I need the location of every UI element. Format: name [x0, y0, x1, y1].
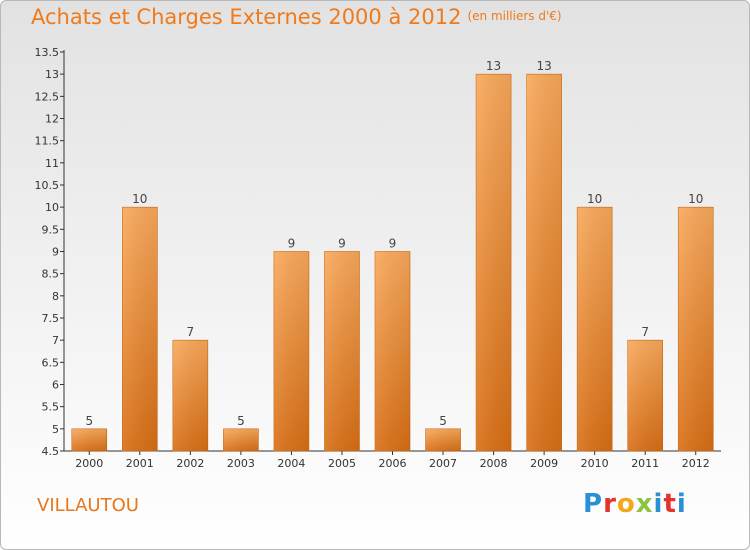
y-tick-label: 12	[45, 113, 59, 126]
data-label: 13	[486, 59, 501, 73]
y-tick-label: 5	[52, 423, 59, 436]
x-tick-label: 2002	[176, 457, 204, 470]
y-tick-label: 9	[52, 246, 59, 259]
y-tick-label: 7	[52, 334, 59, 347]
y-tick-label: 8.5	[42, 268, 60, 281]
x-tick-label: 2012	[682, 457, 710, 470]
x-tick-label: 2003	[227, 457, 255, 470]
bar-shine-2000	[71, 428, 107, 451]
bar-shine-2008	[476, 74, 512, 452]
data-label: 9	[389, 237, 397, 251]
x-tick-label: 2009	[530, 457, 558, 470]
y-tick-label: 4.5	[42, 445, 60, 458]
y-tick-label: 9.5	[42, 223, 60, 236]
y-tick-label: 12.5	[35, 90, 60, 103]
chart-title: Achats et Charges Externes 2000 à 2012 (e…	[31, 5, 562, 29]
bar-shine-2011	[627, 340, 663, 451]
bar-shine-2002	[172, 340, 208, 451]
proxiti-logo: Proxiti	[583, 489, 687, 519]
bar-shine-2009	[526, 74, 562, 452]
y-tick-label: 10	[45, 201, 59, 214]
y-tick-label: 8	[52, 290, 59, 303]
y-tick-label: 5.5	[42, 401, 60, 414]
x-tick-label: 2000	[75, 457, 103, 470]
bar-shine-2001	[122, 207, 158, 451]
data-labels: 5 10 7 5 9 9 9 5 13 13 10 7 10	[85, 59, 703, 428]
y-tick-label: 6.5	[42, 356, 60, 369]
x-tick-label: 2007	[429, 457, 457, 470]
bar-shine-2004	[273, 251, 309, 451]
y-axis: 4.5 5 5.5 6 6.5 7 7.5 8 8.5 9 9.5 10 10.5 11 11.5 12 12.…	[35, 46, 65, 458]
y-tick-label: 6	[52, 379, 59, 392]
data-label: 10	[132, 192, 147, 206]
y-tick-label: 10.5	[35, 179, 60, 192]
title-text: Achats et Charges Externes 2000 à 2012	[31, 5, 462, 29]
data-label: 9	[288, 237, 296, 251]
bar-shine-2006	[375, 251, 410, 451]
x-tick-label: 2004	[277, 457, 305, 470]
data-label: 9	[338, 237, 346, 251]
y-tick-label: 11	[45, 157, 59, 170]
x-axis: 2000 2001 2002 2003 2004 2005 2006 2007 2008 2009…	[64, 450, 721, 470]
x-tick-label: 2008	[480, 457, 508, 470]
y-tick-label: 13	[45, 68, 59, 81]
data-label: 13	[536, 59, 551, 73]
bar-shine-2003	[223, 428, 259, 451]
data-label: 10	[587, 192, 602, 206]
data-label: 7	[187, 325, 195, 339]
data-label: 5	[237, 414, 245, 428]
x-tick-label: 2010	[581, 457, 609, 470]
chart-subtitle: (en milliers d'€)	[467, 9, 562, 23]
bar-shine-2010	[577, 207, 613, 451]
commune-name: VILLAUTOU	[37, 495, 139, 516]
data-label: 10	[688, 192, 703, 206]
bar-shine-2005	[324, 251, 360, 451]
y-tick-label: 11.5	[35, 135, 60, 148]
data-label: 5	[85, 414, 93, 428]
bars	[71, 73, 714, 452]
bar-shine-2012	[678, 207, 714, 451]
data-label: 7	[641, 325, 649, 339]
bar-shine-2007	[425, 428, 461, 451]
x-tick-label: 2005	[328, 457, 356, 470]
x-tick-label: 2001	[126, 457, 154, 470]
y-tick-label: 13.5	[35, 46, 60, 59]
x-tick-label: 2011	[631, 457, 659, 470]
data-label: 5	[439, 414, 447, 428]
x-tick-label: 2006	[379, 457, 407, 470]
y-tick-label: 7.5	[42, 312, 60, 325]
